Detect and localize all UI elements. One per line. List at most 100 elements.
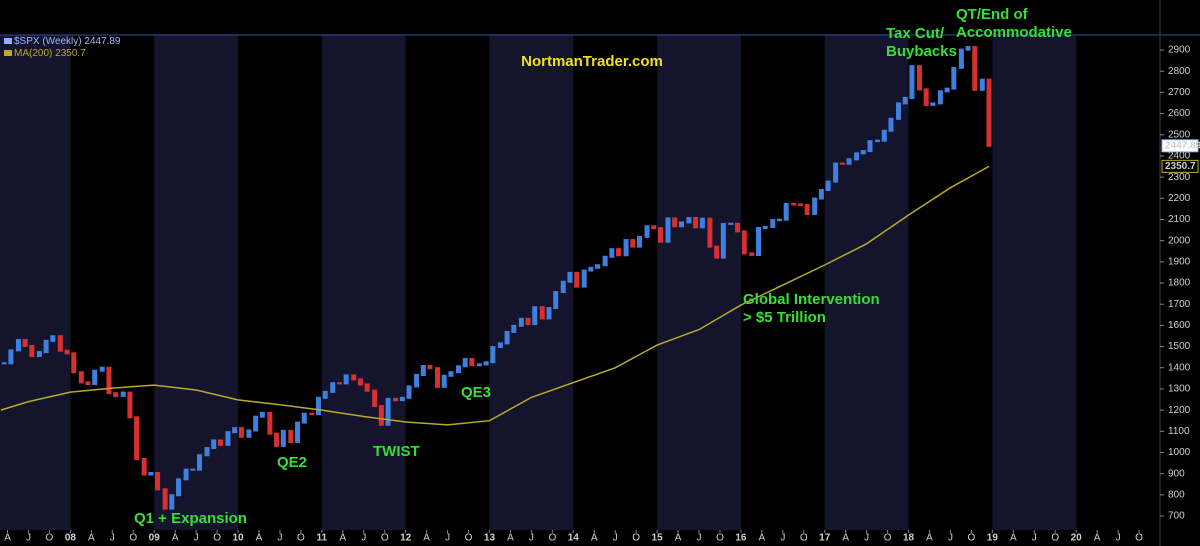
price-bar	[595, 264, 601, 269]
y-tick-label: 800	[1168, 489, 1185, 500]
legend-swatch	[4, 50, 12, 56]
year-band	[321, 35, 406, 530]
x-tick-label: O	[716, 533, 724, 544]
price-bar	[309, 412, 315, 416]
price-bar	[78, 371, 84, 384]
price-bar	[99, 366, 105, 372]
price-bar	[295, 421, 301, 444]
price-bar	[343, 374, 349, 385]
y-tick-label: 1900	[1168, 256, 1191, 267]
price-bar	[322, 390, 328, 399]
price-bar	[504, 330, 510, 345]
price-bar	[36, 351, 42, 358]
price-bar	[609, 248, 615, 258]
price-bar	[791, 202, 797, 206]
y-tick-label: 1000	[1168, 447, 1191, 458]
price-bar	[8, 349, 14, 365]
last-value-tag	[1161, 139, 1199, 153]
price-bar	[441, 374, 447, 388]
price-bar	[253, 415, 259, 432]
price-bar	[455, 365, 461, 374]
x-tick-label: 11	[317, 533, 328, 544]
price-bar	[315, 396, 321, 416]
price-bar	[804, 204, 810, 215]
price-bar	[707, 217, 713, 248]
x-tick-label: J	[864, 533, 869, 544]
price-bar	[511, 324, 517, 333]
price-bar	[818, 189, 824, 200]
x-tick-label: O	[46, 533, 54, 544]
price-bar	[106, 366, 112, 395]
x-tick-label: A	[1010, 533, 1017, 544]
x-tick-label: O	[129, 533, 137, 544]
year-band	[824, 35, 909, 530]
price-bar	[64, 349, 70, 355]
price-bar	[525, 317, 531, 326]
x-tick-label: 18	[903, 533, 915, 544]
x-tick-label: J	[1032, 533, 1037, 544]
price-bar	[735, 222, 741, 233]
x-tick-label: 15	[652, 533, 664, 544]
price-bar	[15, 339, 21, 352]
price-bar	[839, 162, 845, 165]
x-tick-label: O	[632, 533, 640, 544]
price-bar	[385, 397, 391, 426]
y-tick-label: 2300	[1168, 172, 1191, 183]
y-tick-label: 1400	[1168, 362, 1191, 373]
price-bar	[364, 383, 370, 392]
legend-swatch	[4, 38, 12, 44]
price-bar	[637, 235, 643, 248]
x-tick-label: J	[26, 533, 31, 544]
x-tick-label: J	[445, 533, 450, 544]
y-tick-label: 1800	[1168, 278, 1191, 289]
y-tick-label: 2500	[1168, 129, 1191, 140]
x-tick-label: 10	[232, 533, 244, 544]
year-band	[154, 35, 239, 530]
price-bar	[406, 385, 412, 399]
price-bar	[741, 230, 747, 255]
price-bar	[414, 373, 420, 388]
annotation: QT/End of	[956, 6, 1029, 23]
price-bar	[372, 389, 378, 408]
annotation: TWIST	[373, 443, 420, 460]
price-bar	[476, 363, 482, 367]
price-bar	[825, 180, 831, 192]
price-bar	[357, 378, 363, 386]
x-tick-label: O	[297, 533, 305, 544]
x-tick-label: J	[948, 533, 953, 544]
price-bar	[57, 335, 63, 352]
price-bar	[833, 162, 839, 183]
y-tick-label: 1300	[1168, 384, 1191, 395]
price-bar	[50, 335, 56, 342]
x-tick-label: O	[968, 533, 976, 544]
price-bar	[756, 226, 762, 257]
x-tick-label: A	[591, 533, 598, 544]
y-tick-label: 1700	[1168, 299, 1191, 310]
y-tick-label: 1500	[1168, 341, 1191, 352]
last-value-label: 2447.89	[1165, 140, 1200, 151]
price-bar	[875, 139, 881, 143]
price-bar	[183, 468, 189, 481]
annotation: QE2	[277, 454, 307, 471]
price-bar	[232, 427, 238, 434]
x-tick-label: 12	[400, 533, 412, 544]
price-bar	[196, 454, 202, 471]
price-bar	[134, 416, 140, 461]
price-bar	[588, 266, 594, 272]
price-bar	[714, 245, 720, 259]
price-bar	[720, 222, 726, 259]
legend-value: 2447.89	[84, 36, 121, 47]
price-bar	[783, 202, 789, 221]
legend-value: 2350.7	[55, 48, 86, 59]
price-bar	[301, 412, 307, 424]
price-bar	[657, 227, 663, 243]
price-bar	[749, 252, 755, 257]
price-bar	[399, 396, 405, 402]
x-tick-label: 09	[149, 533, 161, 544]
last-value-tag	[1161, 159, 1199, 173]
legend-entry: MA(200) 2350.7	[14, 48, 86, 59]
price-bar	[651, 225, 657, 230]
x-tick-label: J	[277, 533, 282, 544]
x-tick-label: A	[675, 533, 682, 544]
